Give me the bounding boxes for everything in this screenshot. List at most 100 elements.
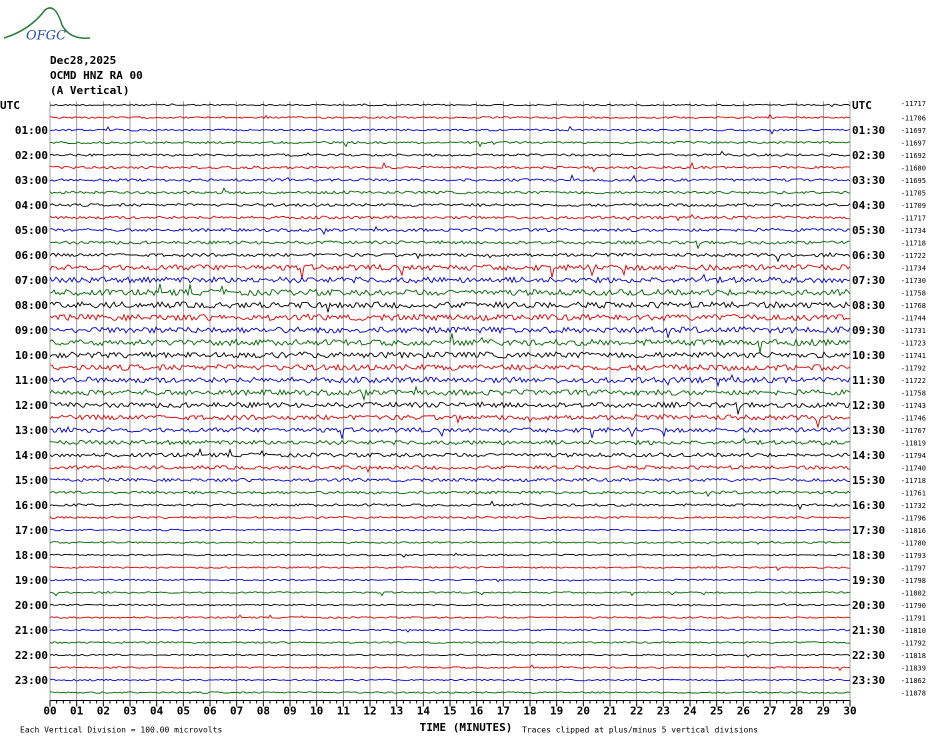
logo: OFGC xyxy=(3,7,91,44)
trace xyxy=(49,401,851,415)
trace-offset: -11816 xyxy=(901,527,926,535)
trace xyxy=(49,490,851,498)
left-time-label: 11:00 xyxy=(15,374,48,387)
trace xyxy=(49,252,851,263)
right-time-label: 13:30 xyxy=(852,424,885,437)
x-tick-label: 21 xyxy=(603,705,617,718)
scale-note: Each Vertical Division = 100.00 microvol… xyxy=(20,726,222,735)
x-tick-label: 16 xyxy=(470,705,484,718)
trace xyxy=(49,140,851,148)
x-tick-label: 19 xyxy=(550,705,563,718)
left-time-label: 03:00 xyxy=(15,174,48,187)
trace-offset: -11741 xyxy=(901,352,926,360)
right-time-label: 22:30 xyxy=(852,649,885,662)
trace-offset: -11761 xyxy=(901,490,926,498)
trace-offset: -11791 xyxy=(901,615,926,623)
right-time-label: 05:30 xyxy=(852,224,885,237)
x-tick-label: 08 xyxy=(257,705,270,718)
left-time-label: 09:00 xyxy=(15,324,48,337)
trace xyxy=(49,385,851,402)
left-time-label: 01:00 xyxy=(15,124,48,137)
trace-offset: -11740 xyxy=(901,465,926,473)
trace xyxy=(49,161,851,173)
left-time-label: 04:00 xyxy=(15,199,48,212)
trace-offset: -11695 xyxy=(901,177,926,185)
logo-text: OFGC xyxy=(26,29,66,44)
trace-offset: -11706 xyxy=(901,115,926,123)
left-time-label: 13:00 xyxy=(15,424,48,437)
left-time-label: UTC xyxy=(0,99,20,112)
trace-offset: -11692 xyxy=(901,152,926,160)
left-time-label: 14:00 xyxy=(15,449,48,462)
x-tick-label: 27 xyxy=(763,705,776,718)
trace-offset: -11768 xyxy=(901,302,926,310)
trace xyxy=(49,202,851,208)
trace xyxy=(50,528,851,532)
x-tick-label: 30 xyxy=(843,705,856,718)
trace xyxy=(49,691,851,694)
right-time-label: 18:30 xyxy=(852,549,885,562)
trace-offset: -11758 xyxy=(901,290,926,298)
trace xyxy=(49,425,851,439)
trace-offset: -11839 xyxy=(901,665,926,673)
right-time-label: 23:30 xyxy=(852,674,885,687)
x-tick-label: 15 xyxy=(443,705,456,718)
x-tick-label: 23 xyxy=(657,705,670,718)
left-time-label: 16:00 xyxy=(15,499,48,512)
trace xyxy=(49,602,851,607)
left-time-label: 21:00 xyxy=(15,624,48,637)
trace xyxy=(49,113,851,119)
trace xyxy=(49,614,850,619)
trace-offset: -11819 xyxy=(901,440,926,448)
trace-offset: -11743 xyxy=(901,402,926,410)
trace-offset: -11723 xyxy=(901,340,926,348)
station: OCMD HNZ RA 00 xyxy=(50,69,143,82)
trace-offset: -11730 xyxy=(901,277,926,285)
trace-offset: -11810 xyxy=(901,627,926,635)
x-tick-label: 10 xyxy=(310,705,323,718)
right-time-label: 08:30 xyxy=(852,299,885,312)
trace xyxy=(49,465,851,474)
left-time-label: 18:00 xyxy=(15,549,48,562)
x-tick-label: 29 xyxy=(817,705,830,718)
trace xyxy=(49,225,851,236)
trace xyxy=(49,313,851,322)
x-tick-label: 14 xyxy=(417,705,431,718)
trace xyxy=(50,103,851,108)
right-time-label: 19:30 xyxy=(852,574,885,587)
trace-offset: -11862 xyxy=(901,677,926,685)
right-time-label: 17:30 xyxy=(852,524,885,537)
trace-offset: -11794 xyxy=(901,452,926,460)
left-time-label: 12:00 xyxy=(15,399,48,412)
x-tick-label: 01 xyxy=(70,705,84,718)
x-tick-label: 28 xyxy=(790,705,803,718)
x-tick-label: 20 xyxy=(577,705,590,718)
trace xyxy=(49,628,851,633)
x-tick-label: 24 xyxy=(683,705,697,718)
trace xyxy=(49,373,851,388)
component: (A Vertical) xyxy=(50,84,129,97)
x-tick-label: 04 xyxy=(150,705,164,718)
trace-offset: -11697 xyxy=(901,127,926,135)
x-tick-label: 18 xyxy=(523,705,536,718)
trace-offset: -11793 xyxy=(901,552,926,560)
trace-offset: -11732 xyxy=(901,502,926,510)
clip-note: Traces clipped at plus/minus 5 vertical … xyxy=(522,726,758,735)
trace-offset: -11746 xyxy=(901,415,926,423)
x-tick-label: 02 xyxy=(97,705,110,718)
right-time-label: 03:30 xyxy=(852,174,885,187)
right-time-label: 21:30 xyxy=(852,624,885,637)
x-tick-label: 26 xyxy=(737,705,751,718)
left-time-label: 17:00 xyxy=(15,524,48,537)
trace xyxy=(49,283,851,297)
trace xyxy=(49,150,851,157)
x-tick-label: 07 xyxy=(230,705,243,718)
trace-offset: -11792 xyxy=(901,365,926,373)
right-time-label: 09:30 xyxy=(852,324,885,337)
trace xyxy=(49,174,851,183)
trace-offset: -11790 xyxy=(901,602,926,610)
date: Dec28,2025 xyxy=(50,54,116,67)
trace xyxy=(49,125,851,135)
x-tick-label: 13 xyxy=(390,705,403,718)
